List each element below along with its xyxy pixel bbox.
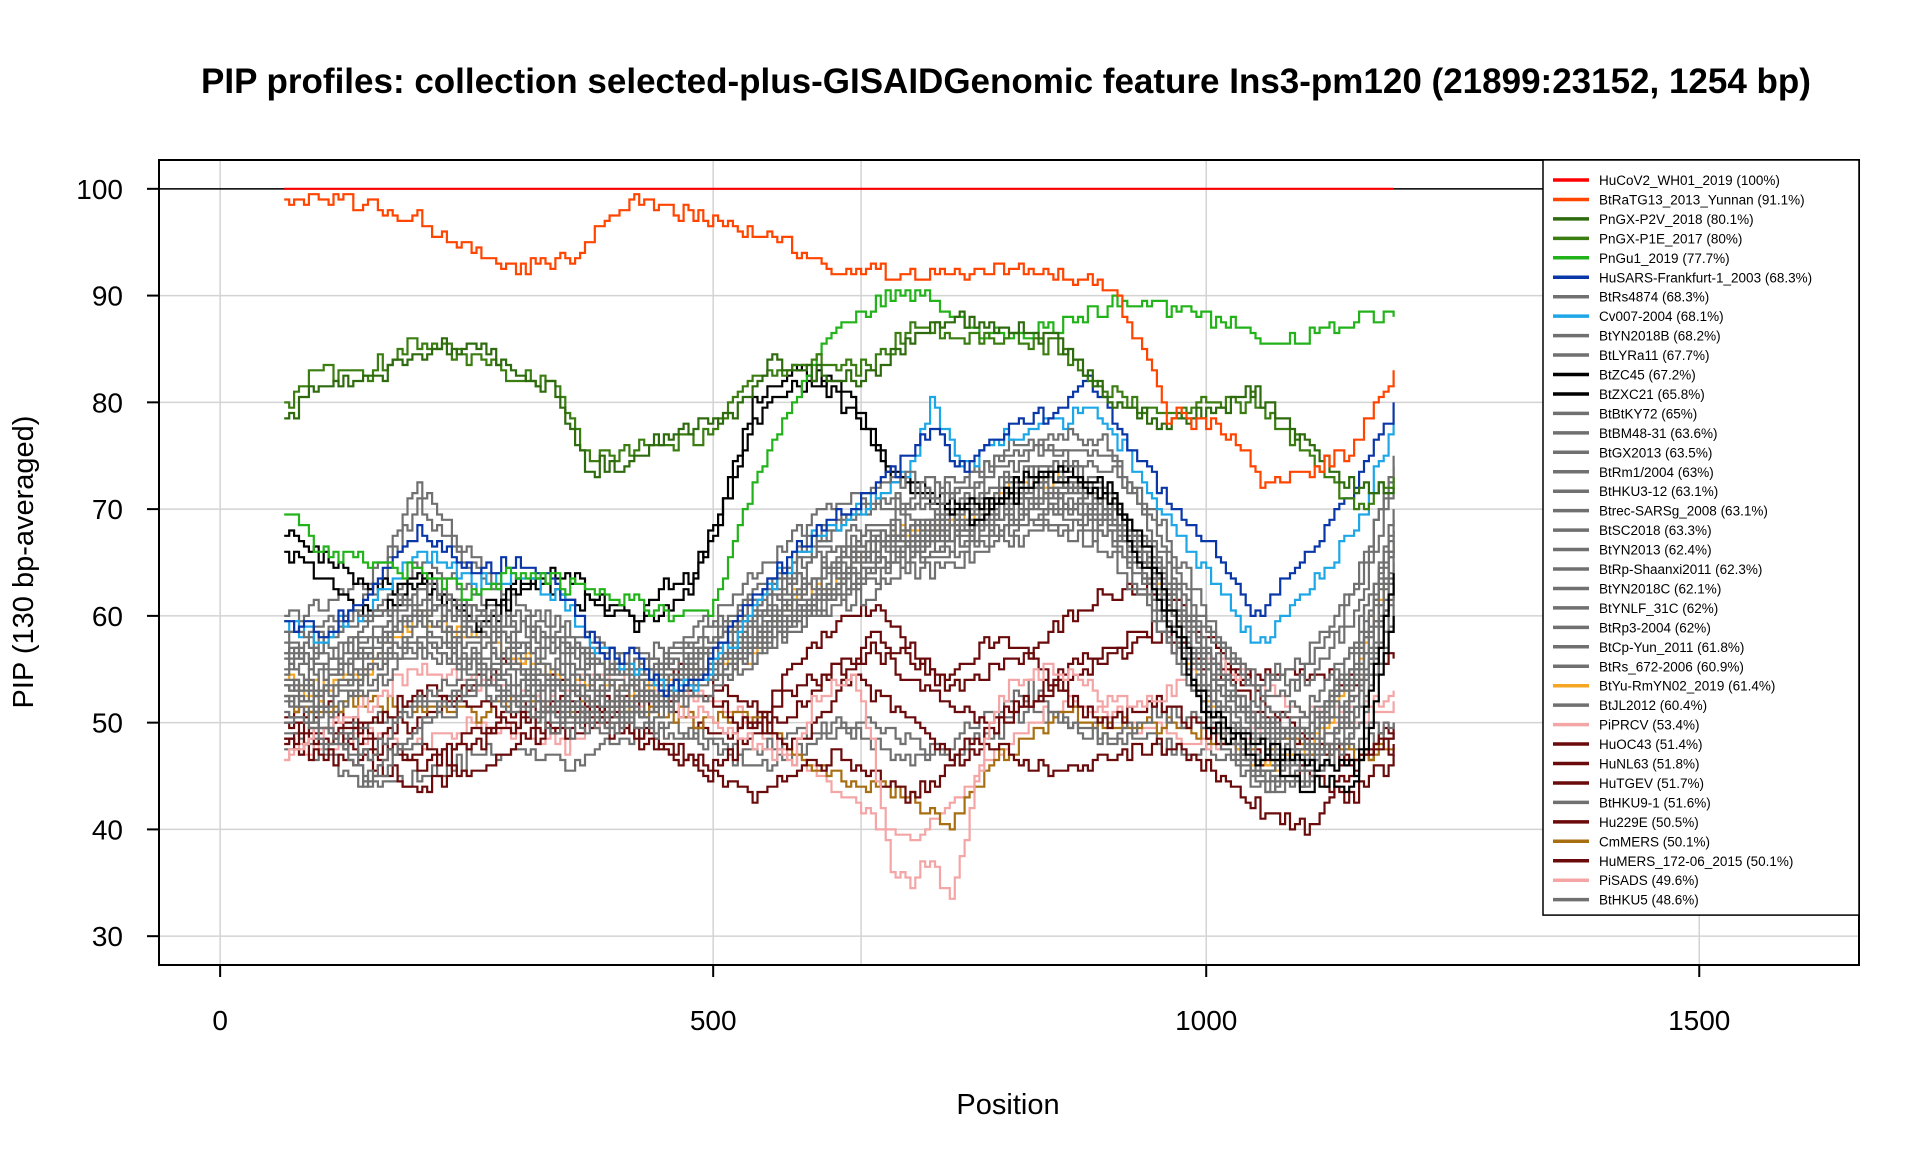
y-tick-label-80: 80 — [92, 387, 123, 418]
legend-label-btbtky72: BtBtKY72 (65%) — [1599, 406, 1697, 421]
y-axis: 30 40 50 60 70 80 90 100 — [76, 174, 159, 952]
series-lines — [284, 187, 1395, 900]
series-line-cmmers — [284, 694, 1395, 831]
series-line-hu229e — [284, 700, 1395, 836]
y-tick-label-70: 70 — [92, 494, 123, 525]
x-tick-label-1000: 1000 — [1175, 1005, 1237, 1036]
y-tick-label-30: 30 — [92, 921, 123, 952]
legend-label-pngu1-2019: PnGu1_2019 (77.7%) — [1599, 251, 1730, 266]
legend-label-btyn2018b: BtYN2018B (68.2%) — [1599, 329, 1721, 344]
legend-label-btrm1-2004: BtRm1/2004 (63%) — [1599, 465, 1714, 480]
legend-label-hucov2-wh01-2019: HuCoV2_WH01_2019 (100%) — [1599, 173, 1780, 188]
y-tick-label-40: 40 — [92, 814, 123, 845]
x-tick-label-500: 500 — [690, 1005, 737, 1036]
legend-label-hunl63: HuNL63 (51.8%) — [1599, 757, 1700, 772]
series-line-btrp3-2004 — [284, 492, 1395, 767]
legend-label-btrp-shaanxi2011: BtRp-Shaanxi2011 (62.3%) — [1599, 562, 1762, 577]
legend-label-btyn2018c: BtYN2018C (62.1%) — [1599, 581, 1721, 596]
series-line-bthku3-12 — [284, 492, 1395, 783]
legend-label-btyu-rmyn02-2019: BtYu-RmYN02_2019 (61.4%) — [1599, 679, 1775, 694]
legend-box — [1542, 159, 1860, 916]
x-axis-label: Position — [956, 1089, 1059, 1121]
y-tick-label-50: 50 — [92, 708, 123, 739]
series-line-pngx-p2v-2018 — [284, 310, 1395, 495]
legend-label-btgx2013: BtGX2013 (63.5%) — [1599, 445, 1712, 460]
y-tick-label-100: 100 — [76, 174, 123, 205]
series-line-btrs4874 — [284, 427, 1395, 687]
y-axis-label: PIP (130 bp-averaged) — [8, 416, 40, 709]
legend-label-hutgev: HuTGEV (51.7%) — [1599, 776, 1704, 791]
series-line-husars-frankfurt-1-2003 — [284, 374, 1395, 698]
legend-label-btbm48-31: BtBM48-31 (63.6%) — [1599, 426, 1718, 441]
legend-label-hu229e: Hu229E (50.5%) — [1599, 815, 1699, 830]
legend-label-btratg13-2013-yunnan: BtRaTG13_2013_Yunnan (91.1%) — [1599, 192, 1805, 207]
legend-label-bthku3-12: BtHKU3-12 (63.1%) — [1599, 484, 1718, 499]
y-tick-label-60: 60 — [92, 601, 123, 632]
x-axis: 0 500 1000 1500 — [212, 965, 1730, 1036]
x-tick-label-1500: 1500 — [1668, 1005, 1730, 1036]
series-line-pisads — [284, 684, 1395, 842]
legend-label-btzxc21: BtZXC21 (65.8%) — [1599, 387, 1705, 402]
legend-label-pngx-p1e-2017: PnGX-P1E_2017 (80%) — [1599, 231, 1742, 246]
legend-label-btjl2012: BtJL2012 (60.4%) — [1599, 698, 1707, 713]
x-tick-label-0: 0 — [212, 1005, 228, 1036]
legend-label-bthku9-1: BtHKU9-1 (51.6%) — [1599, 795, 1711, 810]
legend-label-btynlf-31c: BtYNLF_31C (62%) — [1599, 601, 1718, 616]
chart-title: PIP profiles: collection selected-plus-G… — [201, 62, 1811, 101]
legend-label-btcp-yun-2011: BtCp-Yun_2011 (61.8%) — [1599, 640, 1744, 655]
legend-label-piprcv: PiPRCV (53.4%) — [1599, 718, 1700, 733]
legend-label-btyn2013: BtYN2013 (62.4%) — [1599, 543, 1712, 558]
legend-label-btrp3-2004: BtRp3-2004 (62%) — [1599, 620, 1711, 635]
series-line-btbm48-31 — [284, 497, 1395, 751]
series-line-pngx-p1e-2017 — [284, 321, 1395, 511]
legend-label-btzc45: BtZC45 (67.2%) — [1599, 368, 1696, 383]
legend-label-btsc2018: BtSC2018 (63.3%) — [1599, 523, 1712, 538]
series-line-bthku9-1 — [284, 678, 1395, 767]
series-line-btbtky72 — [284, 481, 1395, 730]
legend-label-pngx-p2v-2018: PnGX-P2V_2018 (80.1%) — [1599, 212, 1754, 227]
legend-label-pisads: PiSADS (49.6%) — [1599, 873, 1699, 888]
legend-label-cv007-2004: Cv007-2004 (68.1%) — [1599, 309, 1724, 324]
legend-label-huoc43: HuOC43 (51.4%) — [1599, 737, 1703, 752]
series-line-btratg13-2013-yunnan — [284, 193, 1395, 489]
legend: HuCoV2_WH01_2019 (100%) BtRaTG13_2013_Yun… — [1542, 159, 1860, 916]
legend-label-husars-frankfurt-1-2003: HuSARS-Frankfurt-1_2003 (68.3%) — [1599, 270, 1812, 285]
legend-label-btrs-672-2006: BtRs_672-2006 (60.9%) — [1599, 659, 1744, 674]
legend-label-bthku5: BtHKU5 (48.6%) — [1599, 893, 1699, 908]
legend-label-humers-172-06-2015: HuMERS_172-06_2015 (50.1%) — [1599, 854, 1793, 869]
legend-label-btrec-sarsg-2008: Btrec-SARSg_2008 (63.1%) — [1599, 504, 1768, 519]
legend-label-btlyra11: BtLYRa11 (67.7%) — [1599, 348, 1710, 363]
legend-label-cmmers: CmMERS (50.1%) — [1599, 834, 1710, 849]
legend-label-btrs4874: BtRs4874 (68.3%) — [1599, 290, 1709, 305]
y-tick-label-90: 90 — [92, 281, 123, 312]
